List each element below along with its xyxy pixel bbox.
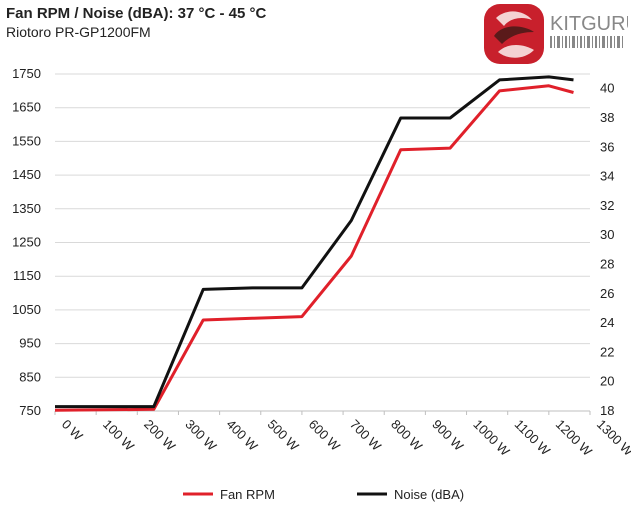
x-tick-label: 600 W (306, 417, 344, 455)
left-tick-label: 1150 (13, 268, 41, 283)
logo-barcode (550, 36, 623, 48)
x-tick-label: 800 W (388, 417, 426, 455)
left-axis-ticks: 750 850 950 1050 1150 1250 1350 1450 1550 1650 175… (12, 66, 41, 418)
x-tick-label: 500 W (265, 417, 303, 455)
chart-title: Fan RPM / Noise (dBA): 37 °C - 45 °C (6, 5, 267, 22)
x-tick-label: 400 W (223, 417, 261, 455)
legend: Fan RPM Noise (dBA) (183, 487, 464, 502)
right-tick-label: 26 (600, 286, 614, 301)
right-tick-label: 20 (600, 374, 614, 389)
right-tick-label: 22 (600, 344, 614, 359)
x-tick-label: 700 W (347, 417, 385, 455)
left-tick-label: 850 (19, 369, 41, 384)
left-tick-label: 1250 (12, 235, 41, 250)
x-tick-label: 300 W (182, 417, 220, 455)
series-line-noise (55, 75, 574, 409)
right-tick-label: 28 (600, 256, 614, 271)
right-tick-label: 32 (600, 198, 614, 213)
left-tick-label: 1050 (12, 302, 41, 317)
kitguru-logo: KITGURU (484, 4, 628, 64)
left-tick-label: 1750 (12, 66, 41, 81)
left-tick-label: 1650 (12, 100, 41, 115)
x-tick-label: 100 W (100, 417, 138, 455)
logo-text: KITGURU (550, 13, 628, 35)
left-tick-label: 1450 (12, 167, 41, 182)
right-tick-label: 18 (600, 403, 614, 418)
x-tick-label: 200 W (141, 417, 179, 455)
right-tick-label: 40 (600, 81, 614, 96)
grid-lines (55, 73, 590, 412)
x-tick-label: 1100 W (512, 417, 554, 459)
chart-subtitle: Riotoro PR-GP1200FM (6, 24, 151, 40)
right-tick-label: 38 (600, 110, 614, 125)
left-tick-label: 1350 (12, 201, 41, 216)
x-tick-label: 900 W (429, 417, 467, 455)
x-axis-ticks: 0 W 100 W 200 W 300 W 400 W 500 W 600 W 700 W 80… (54, 411, 631, 460)
legend-label: Fan RPM (220, 487, 275, 502)
series-lines (54, 75, 574, 412)
x-tick-label: 0 W (59, 417, 86, 444)
right-tick-label: 30 (600, 227, 614, 242)
right-axis-ticks: 18 20 22 24 26 28 30 32 34 36 38 40 (600, 81, 614, 418)
x-tick-label: 1200 W (553, 417, 596, 460)
left-tick-label: 950 (19, 336, 41, 351)
right-tick-label: 34 (600, 169, 614, 184)
right-tick-label: 24 (600, 315, 614, 330)
x-tick-label: 1300 W (594, 417, 631, 460)
left-tick-label: 1550 (12, 133, 41, 148)
right-tick-label: 36 (600, 139, 614, 154)
left-tick-label: 750 (19, 403, 41, 418)
x-tick-label: 1000 W (470, 417, 513, 460)
series-line-fan-rpm (54, 84, 574, 412)
legend-label: Noise (dBA) (394, 487, 464, 502)
